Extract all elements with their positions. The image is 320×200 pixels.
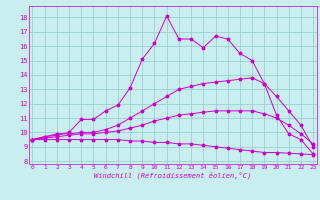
- X-axis label: Windchill (Refroidissement éolien,°C): Windchill (Refroidissement éolien,°C): [94, 172, 252, 179]
